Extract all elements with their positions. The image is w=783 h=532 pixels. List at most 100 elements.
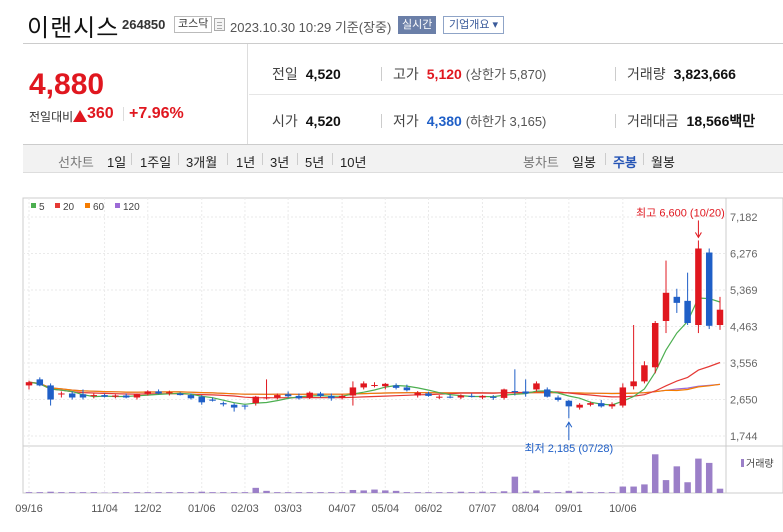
tab-1d[interactable]: 1일 [107,155,127,170]
tab-3y[interactable]: 3년 [270,155,290,170]
volume-bar [306,492,313,493]
tab-10y[interactable]: 10년 [340,155,367,170]
document-icon [214,18,225,31]
candle-body [230,404,238,408]
legend-label: 20 [63,202,75,213]
volume-bar [112,492,119,493]
ma5-line [28,297,721,406]
candle-body [414,392,421,396]
legend-label: 5 [39,202,45,213]
volume-bar [382,490,389,493]
x-tick-label: 03/03 [274,503,302,515]
stat-label: 거래량 [627,66,666,82]
x-tick-label: 11/04 [91,503,118,515]
stat-value: 3,823,666 [673,66,736,82]
candle-body [619,387,627,406]
stat-label: 시가 [272,113,298,129]
y-tick-label: 4,463 [730,322,758,334]
price-panel: 4,880 전일대비 360 +7.96% [23,44,248,144]
ma60-line [28,381,721,395]
stock-name: 이랜시스 [27,15,120,42]
stat-value: 5,120 [426,66,462,82]
candle-body [468,395,475,397]
stat-open: 시가 4,520 [272,111,341,131]
divider [643,153,644,165]
candle-body [101,395,108,397]
line-chart-label: 선차트 [58,155,94,170]
divider [615,67,616,81]
y-tick-label: 2,650 [730,395,758,407]
divider [227,153,228,165]
y-tick-label: 1,744 [730,431,758,443]
stat-turnover: 거래대금 18,566백만 [627,111,755,131]
tab-1y[interactable]: 1년 [236,155,256,170]
tab-1w[interactable]: 1주일 [140,155,172,170]
volume-bar [328,492,335,493]
tab-3m[interactable]: 3개월 [186,155,218,170]
candle-body [274,395,281,398]
candle-body [479,395,486,398]
x-tick-label: 06/02 [415,503,443,515]
y-tick-label: 6,276 [730,248,758,260]
stat-label: 저가 [393,113,419,129]
volume-bar [252,487,259,493]
volume-bar [79,492,87,493]
candle-body [522,391,529,394]
company-overview-dropdown[interactable]: 기업개요 ▾ [443,16,505,34]
tab-5y[interactable]: 5년 [305,155,325,170]
candle-body [490,396,497,398]
divider [332,153,333,165]
candle-body [500,389,508,398]
candle-body [511,391,519,393]
legend-label: 60 [93,202,105,213]
x-tick-label: 09/01 [555,503,583,515]
candle-body [371,385,378,387]
stat-low: 저가 4,380 (하한가 3,165) [393,111,546,131]
volume-bar [90,492,98,493]
volume-bar [68,492,76,493]
volume-bar [641,484,648,493]
ma20-line [28,361,721,399]
volume-bar [47,491,54,493]
candle-body [382,383,389,387]
tab-monthly[interactable]: 월봉 [651,155,675,170]
candle-body [695,248,702,326]
candle-body [328,395,335,399]
volume-bar [619,486,627,493]
volume-bar [122,492,130,493]
realtime-button[interactable]: 실시간 [398,16,437,34]
candle-body [565,400,573,407]
candle-body [295,395,303,399]
legend-swatch [31,203,36,208]
tab-daily[interactable]: 일봉 [572,155,596,170]
candle-body [252,396,259,404]
limit-up-value: (상한가 5,870) [465,67,547,82]
quote-summary: 4,880 전일대비 360 +7.96% 전일 4,520 고가 5,120 (상… [23,43,783,145]
volume-bar [716,488,724,493]
legend-swatch [115,203,120,208]
volume-bar [144,492,152,493]
timestamp: 2023.10.30 10:29 기준(장중) [230,20,392,35]
volume-bar [284,492,292,493]
volume-bar [295,492,303,493]
volume-bar [360,490,367,493]
candle-body [630,381,637,387]
candle-body [338,395,346,398]
x-tick-label: 04/07 [328,503,356,515]
volume-bar [500,491,508,493]
divider [131,153,132,165]
candle-body [597,403,605,407]
x-tick-label: 02/03 [231,503,259,515]
volume-label: 거래량 [746,458,774,470]
divider [297,153,298,165]
divider [381,114,382,128]
stock-chart[interactable]: 7,182 6,276 5,369 4,463 3,556 2,650 1,744 09/16… [0,180,783,532]
volume-bar [371,489,378,493]
divider [615,114,616,128]
tab-weekly[interactable]: 주봉 [613,155,637,170]
volume-bar [597,492,605,493]
stat-label: 전일 [272,66,298,82]
stat-value: 18,566 [686,113,730,129]
volume-bar [133,492,141,493]
candle-body [641,365,648,382]
